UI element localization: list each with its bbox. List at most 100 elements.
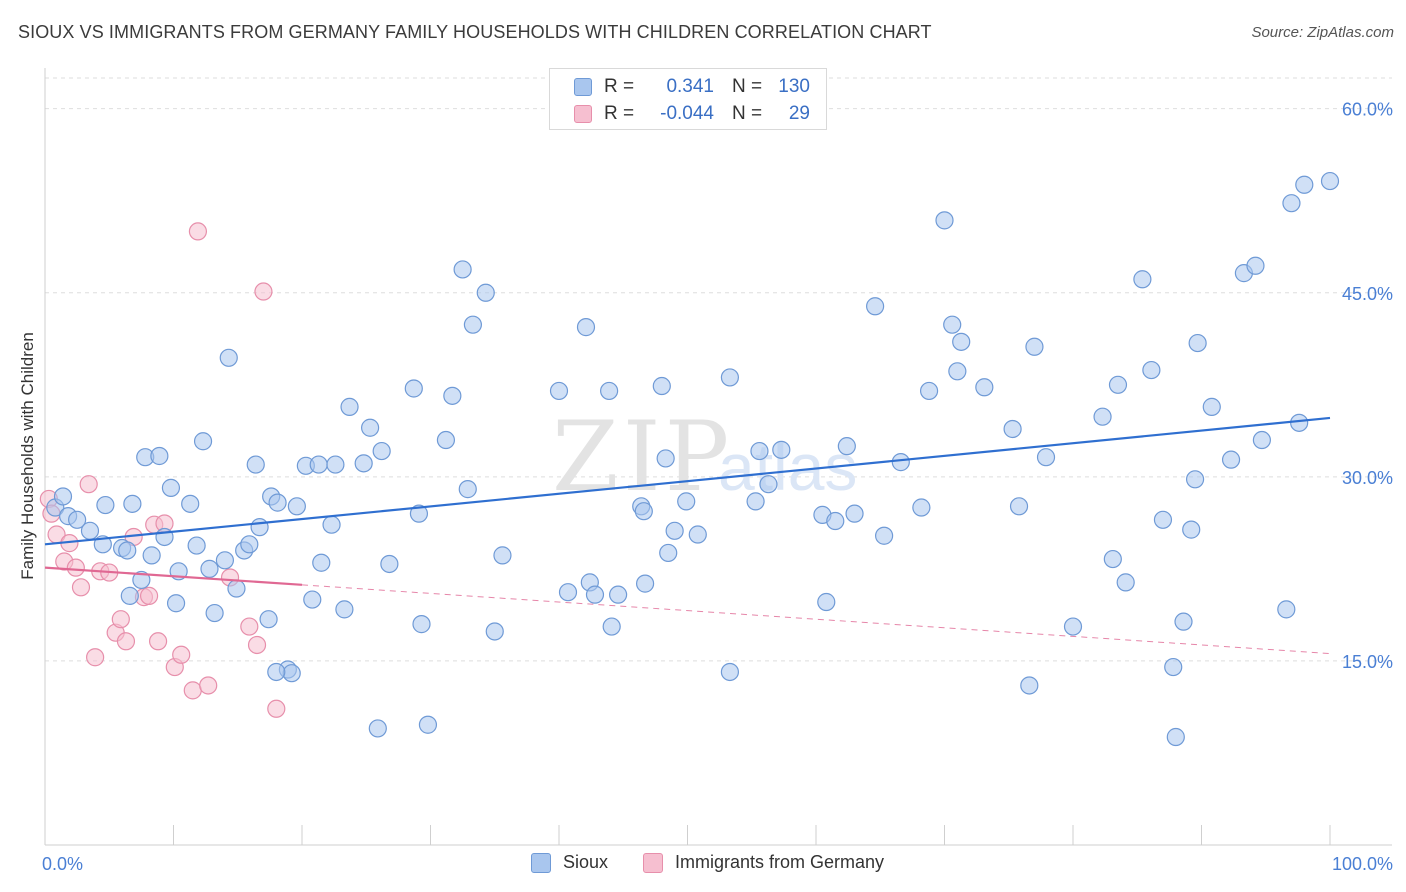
- sioux-point: [322, 515, 341, 534]
- chart-title: SIOUX VS IMMIGRANTS FROM GERMANY FAMILY …: [18, 22, 932, 42]
- watermark: ZIP atlas: [552, 401, 857, 513]
- sioux-point: [240, 535, 259, 554]
- y-axis-label: Family Households with Children: [18, 332, 37, 580]
- germany-point: [71, 578, 91, 597]
- germany-point: [188, 222, 208, 241]
- sioux-point: [635, 574, 655, 593]
- sioux-point: [772, 440, 791, 459]
- trend-lines: [44, 416, 1331, 655]
- sioux-point: [453, 260, 472, 279]
- legend-r-label: R =: [604, 76, 635, 97]
- sioux-point: [361, 418, 380, 437]
- sioux-point: [372, 441, 391, 461]
- germany-trend-line-extension: [301, 584, 1331, 655]
- legend-item-germany[interactable]: Immigrants from Germany: [643, 852, 884, 873]
- sioux-point: [656, 449, 675, 468]
- legend-n-value: 130: [778, 76, 810, 97]
- sioux-point: [485, 622, 504, 641]
- sioux-point: [1295, 175, 1314, 194]
- sioux-point: [817, 592, 836, 612]
- sioux-point: [1185, 470, 1205, 489]
- sioux-point: [759, 475, 778, 494]
- axes: [44, 68, 1392, 846]
- sioux-point: [1133, 270, 1152, 289]
- sioux-point: [549, 381, 569, 401]
- sioux-point: [609, 585, 628, 604]
- germany-point: [66, 558, 85, 577]
- sioux-point: [463, 315, 483, 334]
- sioux-point: [181, 494, 200, 513]
- grid-lines: [45, 77, 1392, 662]
- sioux-point: [282, 664, 301, 683]
- sioux-point: [120, 586, 139, 605]
- germany-point: [79, 475, 98, 494]
- sioux-point: [326, 455, 345, 474]
- sioux-point: [659, 543, 678, 563]
- tick-labels: 15.0% 30.0% 45.0% 60.0% 0.0% 100.0%: [42, 100, 1393, 874]
- sioux-point: [309, 455, 328, 474]
- legend-item-sioux[interactable]: Sioux: [531, 852, 608, 873]
- sioux-trend-line: [44, 416, 1331, 546]
- sioux-point: [193, 432, 213, 451]
- sioux-point: [118, 541, 137, 560]
- germany-point: [240, 617, 259, 636]
- sioux-point: [602, 617, 621, 636]
- sioux-point: [1153, 510, 1173, 529]
- legend-n-value: 29: [788, 103, 810, 124]
- sioux-point: [259, 610, 278, 629]
- sioux-point: [837, 437, 856, 456]
- sioux-point: [335, 600, 354, 619]
- sioux-point: [418, 715, 438, 734]
- sioux-point: [975, 378, 994, 397]
- sioux-point: [1164, 657, 1183, 677]
- sioux-point: [1246, 256, 1265, 275]
- sioux-point: [1182, 520, 1201, 539]
- sioux-point: [493, 546, 512, 565]
- sioux-point: [412, 615, 431, 634]
- sioux-point: [268, 493, 287, 512]
- germany-point: [254, 282, 273, 301]
- sioux-point: [665, 521, 684, 540]
- sioux-point: [458, 480, 477, 499]
- sioux-point: [476, 283, 495, 302]
- sioux-point: [1290, 413, 1309, 432]
- sioux-point: [303, 590, 322, 609]
- sioux-point: [1252, 430, 1271, 450]
- sioux-point: [267, 662, 286, 682]
- sioux-point: [943, 315, 962, 334]
- sioux-point: [1020, 676, 1039, 695]
- germany-point: [267, 699, 286, 718]
- sioux-point: [250, 518, 269, 537]
- germany-point: [86, 648, 105, 667]
- sioux-point: [866, 297, 885, 316]
- sioux-point: [380, 554, 399, 574]
- source-label: Source: ZipAtlas.com: [1251, 24, 1394, 41]
- legend-n-label: N =: [732, 103, 763, 124]
- sioux-point: [80, 521, 100, 540]
- germany-swatch: [574, 105, 592, 123]
- sioux-point: [53, 487, 73, 506]
- germany-point: [111, 610, 130, 629]
- sioux-point: [205, 603, 224, 623]
- sioux-point: [443, 386, 462, 405]
- sioux-point: [720, 368, 740, 387]
- sioux-point: [246, 455, 265, 474]
- sioux-point: [166, 594, 186, 613]
- series-legend: Sioux Immigrants from Germany: [0, 852, 1406, 876]
- sioux-point: [952, 332, 971, 351]
- sioux-point: [200, 559, 219, 578]
- sioux-point: [1166, 727, 1185, 747]
- legend-r-value: -0.044: [660, 103, 714, 124]
- legend-r-label: R =: [604, 103, 635, 124]
- sioux-point: [746, 492, 765, 511]
- sioux-point: [96, 495, 115, 515]
- sioux-legend-label: Sioux: [563, 852, 609, 872]
- sioux-point: [368, 719, 387, 738]
- sioux-point: [1277, 600, 1296, 619]
- sioux-point: [826, 511, 845, 531]
- legend-row-germany: R = -0.044 N = 29: [574, 101, 810, 127]
- sioux-point: [1063, 617, 1083, 636]
- y-tick-label: 30.0%: [1342, 468, 1393, 488]
- sioux-point: [585, 585, 605, 604]
